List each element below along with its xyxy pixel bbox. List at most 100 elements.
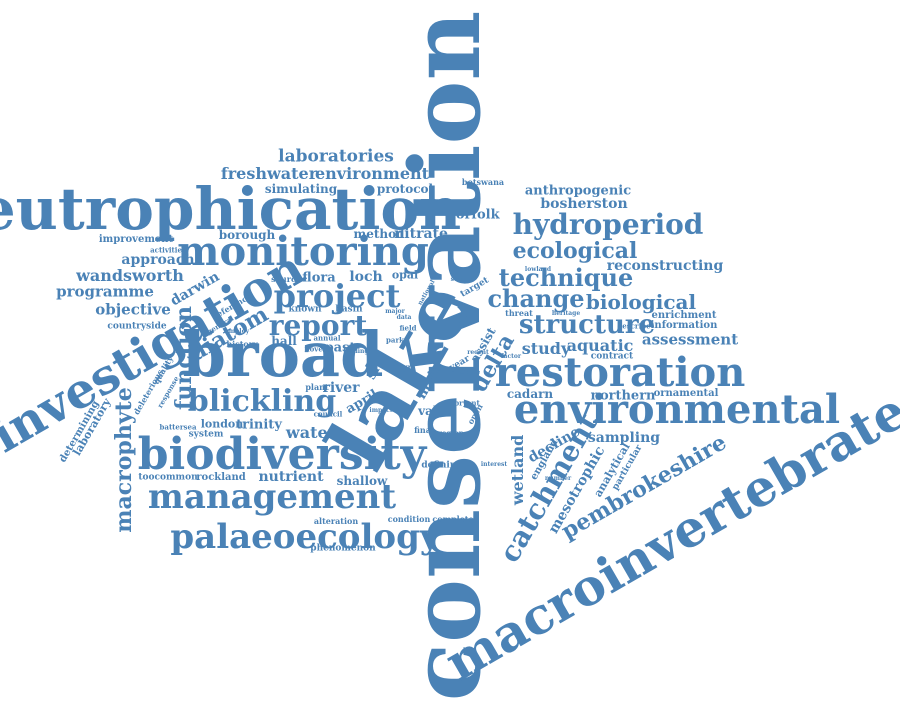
word-approach: approach xyxy=(121,252,195,268)
word-wandsworth: wandsworth xyxy=(76,266,184,285)
word-contract: contract xyxy=(590,351,634,362)
word-nitrate: nitrate xyxy=(394,226,448,242)
word-palaeoecology: palaeoecology xyxy=(170,517,440,557)
word-ecological: ecological xyxy=(512,238,638,264)
word-flora: flora xyxy=(302,270,336,286)
word-hydroperiod: hydroperiod xyxy=(512,208,704,241)
word-project: project xyxy=(273,277,401,315)
word-function: function xyxy=(171,305,197,411)
word-system: system xyxy=(188,429,224,440)
word-basin: basin xyxy=(335,304,363,315)
word-protocol: protocol xyxy=(376,182,434,196)
word-london: london xyxy=(200,417,244,431)
word-botswana: botswana xyxy=(461,177,505,187)
word-structure: structure xyxy=(518,310,656,340)
word-value: value xyxy=(418,404,454,418)
word-information: information xyxy=(650,320,718,331)
word-plant: plant xyxy=(305,382,329,392)
word-single: single xyxy=(459,369,481,376)
word-llyn: llyn xyxy=(396,362,414,372)
word-loch: loch xyxy=(349,269,383,285)
word-employ: employ xyxy=(224,328,250,335)
word-threat: threat xyxy=(505,308,533,318)
word-season: season xyxy=(450,276,474,283)
word-water: water xyxy=(285,423,337,442)
word-restoration: restoration xyxy=(494,349,746,396)
word-condition: condition xyxy=(387,514,431,524)
word-ornamental: ornamental xyxy=(653,388,719,399)
word-improvement: improvement xyxy=(98,234,174,245)
word-aquatic: aquatic xyxy=(566,336,634,355)
word-anthropogenic: anthropogenic xyxy=(524,183,632,199)
word-alteration: alteration xyxy=(313,516,359,526)
word-park: park xyxy=(386,335,404,345)
word-past: past xyxy=(324,340,356,356)
word-bryant: bryant xyxy=(454,398,480,408)
word-simulating: simulating xyxy=(264,182,338,196)
word-wetland: wetland xyxy=(508,434,527,506)
word-factor: factor xyxy=(500,353,522,360)
word-countryside: countryside xyxy=(107,321,167,332)
word-complete: complete xyxy=(432,514,474,524)
word-study: study xyxy=(521,339,571,358)
word-major: major xyxy=(385,308,405,315)
word-programme: programme xyxy=(56,282,154,301)
word-laboratories: laboratories xyxy=(278,146,394,167)
word-defining: defining xyxy=(421,460,463,471)
word-borough: borough xyxy=(218,228,276,242)
word-number: number xyxy=(544,475,572,482)
word-annual: annual xyxy=(313,333,341,343)
word-final: final xyxy=(414,425,434,435)
word-river: river xyxy=(322,380,360,396)
word-describe: describe xyxy=(617,321,651,331)
word-sampling: sampling xyxy=(587,430,661,446)
word-freshwater: freshwater xyxy=(220,164,318,183)
word-eutrophication: eutrophication xyxy=(0,175,462,243)
word-loading: loading xyxy=(343,348,369,355)
word-novel: novel xyxy=(304,344,326,354)
word-environment: environment xyxy=(314,164,430,183)
word-opal: opal xyxy=(391,268,419,282)
word-known: known xyxy=(288,304,322,315)
word-rockland: rockland xyxy=(196,472,246,483)
word-bosherston: bosherston xyxy=(540,196,628,212)
word-northern: northern xyxy=(590,388,656,404)
word-assessment: assessment xyxy=(641,330,739,349)
word-monitoring: monitoring xyxy=(177,228,429,275)
word-shallow: shallow xyxy=(336,474,388,488)
word-council: council xyxy=(313,409,343,419)
word-environmental: environmental xyxy=(513,386,841,433)
word-hall: hall xyxy=(271,334,297,348)
word-field: field xyxy=(399,323,417,333)
word-heritage: heritage xyxy=(551,310,581,317)
word-activities: activities xyxy=(150,245,186,255)
word-report: report xyxy=(268,309,368,342)
word-battersea: battersea xyxy=(159,422,197,432)
word-region: region xyxy=(438,428,464,438)
word-trinity: trinity xyxy=(236,417,282,433)
word-method: method xyxy=(353,227,405,241)
word-blickling: blickling xyxy=(187,384,337,419)
word-history: history xyxy=(226,339,258,349)
word-data: data xyxy=(396,314,412,321)
word-objective: objective xyxy=(95,300,171,319)
word-nutrient: nutrient xyxy=(258,469,324,485)
word-lowland: lowland xyxy=(524,266,552,273)
word-impact: impact xyxy=(369,407,393,414)
word-enrichment: enrichment xyxy=(651,310,717,321)
word-norfolk: norfolk xyxy=(446,207,500,223)
word-toocommon: toocommon xyxy=(138,472,198,483)
word-change: change xyxy=(487,284,585,313)
word-broad: broad xyxy=(182,318,384,391)
word-management: management xyxy=(147,477,397,517)
word-biodiversity: biodiversity xyxy=(137,429,427,480)
word-reconstructing: reconstructing xyxy=(606,258,724,274)
word-recent: recent xyxy=(467,349,489,356)
word-phenomenon: phenomenon xyxy=(310,543,376,554)
word-technique: technique xyxy=(498,263,634,292)
word-cadarn: cadarn xyxy=(506,387,554,401)
word-source: source xyxy=(271,274,301,284)
word-interest: interest xyxy=(480,461,508,468)
word-biological: biological xyxy=(585,290,697,314)
